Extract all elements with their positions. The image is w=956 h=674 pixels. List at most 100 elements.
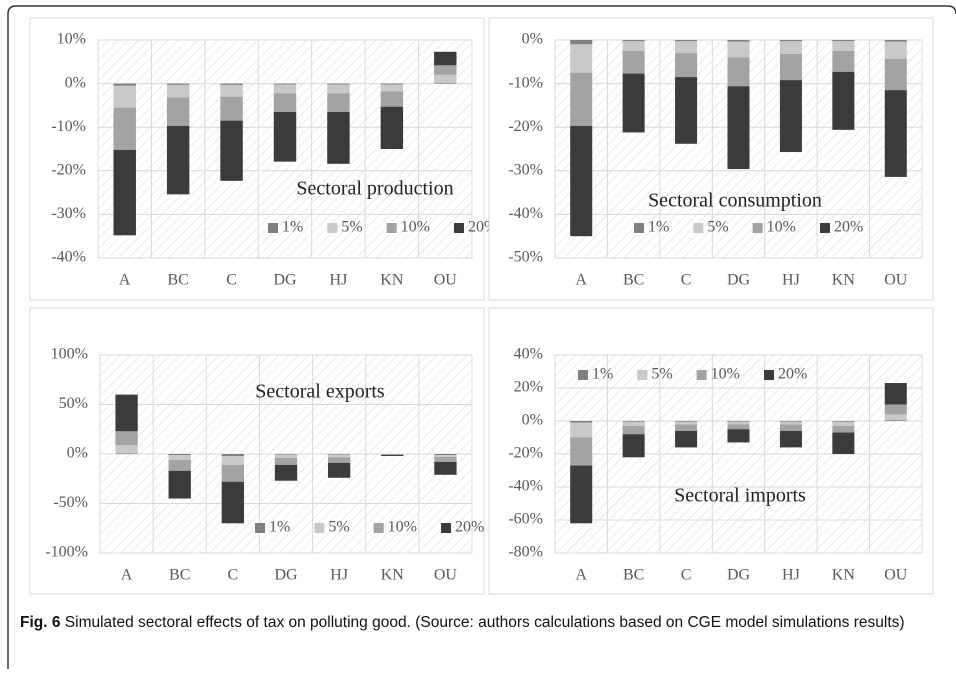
bar-segment bbox=[779, 430, 802, 448]
y-tick-label: -40% bbox=[508, 478, 543, 495]
legend-swatch bbox=[637, 370, 648, 380]
bar-segment bbox=[779, 424, 802, 431]
bar-segment bbox=[884, 420, 907, 421]
legend-label: 10% bbox=[388, 519, 417, 536]
bar-segment bbox=[832, 421, 855, 422]
bar-segment bbox=[622, 41, 645, 51]
legend-label: 5% bbox=[651, 366, 672, 383]
bar-segment bbox=[434, 461, 457, 475]
annotation: Sectoral production bbox=[296, 178, 453, 200]
x-tick-label: BC bbox=[169, 567, 190, 584]
x-tick-label: C bbox=[228, 567, 239, 584]
bar-segment bbox=[779, 40, 802, 42]
bar-segment bbox=[168, 470, 191, 499]
bar-segment bbox=[779, 41, 802, 54]
bar-segment bbox=[727, 86, 750, 170]
legend-label: 1% bbox=[282, 219, 303, 236]
x-tick-label: HJ bbox=[330, 272, 348, 289]
bar-segment bbox=[622, 40, 645, 42]
bar-segment bbox=[832, 50, 855, 72]
legend-label: 20% bbox=[834, 219, 863, 236]
frame bbox=[7, 5, 956, 669]
bar-segment bbox=[380, 106, 404, 149]
legend-label: 1% bbox=[269, 519, 290, 536]
bar-segment bbox=[273, 83, 297, 85]
bar-segment bbox=[381, 454, 404, 455]
legend-label: 20% bbox=[778, 366, 807, 383]
y-tick-label: 0% bbox=[522, 31, 543, 48]
bar-segment bbox=[115, 453, 138, 455]
bar-segment bbox=[380, 84, 404, 92]
bar-segment bbox=[434, 74, 457, 83]
bar-segment bbox=[884, 41, 907, 59]
bar-segment bbox=[884, 414, 907, 421]
bar-segment bbox=[622, 425, 645, 435]
y-tick-label: 0% bbox=[65, 74, 86, 91]
legend-label: 5% bbox=[341, 219, 362, 236]
bar-segment bbox=[115, 394, 138, 432]
bar-segment bbox=[675, 40, 698, 42]
bar-segment bbox=[166, 84, 190, 98]
bar-segment bbox=[221, 454, 245, 456]
bar-segment bbox=[675, 430, 698, 448]
x-tick-label: OU bbox=[434, 272, 458, 289]
bar-segment bbox=[832, 425, 855, 433]
bar-segment bbox=[166, 125, 190, 195]
y-tick-label: -30% bbox=[508, 161, 543, 178]
bar-segment bbox=[168, 459, 191, 471]
bar-segment bbox=[832, 421, 855, 426]
bar-segment bbox=[274, 457, 298, 465]
y-tick-label: 0% bbox=[67, 445, 88, 462]
bar-segment bbox=[380, 91, 404, 107]
bar-segment bbox=[434, 456, 457, 462]
bar-segment bbox=[884, 40, 907, 42]
bar-segment bbox=[434, 454, 457, 457]
y-tick-label: -60% bbox=[508, 511, 543, 528]
bar-segment bbox=[832, 40, 855, 42]
bar-segment bbox=[570, 422, 593, 438]
bar-segment bbox=[168, 454, 191, 455]
y-tick-label: -10% bbox=[508, 74, 543, 91]
legend-label: 1% bbox=[592, 366, 613, 383]
y-tick-label: 100% bbox=[51, 346, 88, 363]
x-tick-label: KN bbox=[381, 567, 405, 584]
bar-segment bbox=[570, 40, 593, 45]
x-tick-label: A bbox=[121, 567, 133, 584]
bar-segment bbox=[570, 421, 593, 423]
bar-segment bbox=[166, 83, 190, 85]
bar-segment bbox=[675, 421, 698, 422]
bar-segment bbox=[570, 44, 593, 73]
bar-segment bbox=[327, 83, 350, 85]
legend-swatch bbox=[763, 370, 774, 380]
bar-segment bbox=[622, 421, 645, 422]
y-tick-label: 40% bbox=[514, 346, 543, 363]
x-tick-label: KN bbox=[380, 272, 404, 289]
bar-segment bbox=[675, 424, 698, 431]
bar-segment bbox=[675, 53, 698, 78]
y-tick-label: -20% bbox=[51, 161, 86, 178]
bar-segment bbox=[115, 431, 138, 446]
bar-segment bbox=[327, 454, 351, 458]
legend-label: 20% bbox=[455, 519, 484, 536]
x-tick-label: OU bbox=[434, 567, 458, 584]
bar-segment bbox=[570, 125, 593, 237]
caption-label: Fig. 6 bbox=[20, 614, 61, 631]
x-tick-label: C bbox=[226, 272, 237, 289]
x-tick-label: KN bbox=[832, 567, 856, 584]
annotation: Sectoral imports bbox=[674, 485, 806, 507]
legend-swatch bbox=[693, 223, 704, 233]
bar-segment bbox=[113, 107, 136, 150]
caption-text: Simulated sectoral effects of tax on pol… bbox=[64, 614, 905, 631]
bar-segment bbox=[327, 93, 350, 112]
y-tick-label: 10% bbox=[57, 31, 86, 48]
bar-segment bbox=[622, 50, 645, 74]
bar-segment bbox=[570, 72, 593, 126]
y-tick-label: -40% bbox=[508, 205, 543, 222]
bar-segment bbox=[327, 111, 350, 164]
bar-segment bbox=[675, 41, 698, 54]
legend-swatch bbox=[440, 523, 451, 533]
bar-segment bbox=[274, 454, 298, 455]
legend-swatch bbox=[386, 223, 397, 233]
y-tick-label: 20% bbox=[514, 379, 543, 396]
